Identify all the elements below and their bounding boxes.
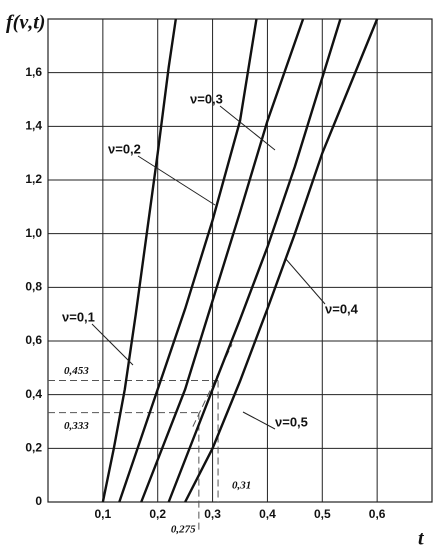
series-label: ν=0,1 — [62, 309, 95, 324]
leader-line — [242, 411, 276, 430]
y-tick-label: 1,0 — [25, 226, 42, 240]
guide-curve — [192, 344, 233, 427]
series-label: ν=0,2 — [108, 141, 141, 156]
series-label: ν=0,5 — [275, 414, 308, 429]
x-tick-label: 0,1 — [95, 507, 112, 521]
y-tick-label: 0,4 — [25, 387, 42, 401]
y-tick-label: 0,6 — [25, 333, 42, 347]
y-axis-label: f(ν,t) — [6, 12, 45, 34]
y-tick-label: 1,4 — [25, 119, 42, 133]
annotation-label: 0,333 — [64, 420, 89, 432]
leader-line — [284, 257, 326, 305]
curve — [167, 18, 342, 503]
x-tick-label: 0,5 — [314, 507, 331, 521]
annotation-label: 0,453 — [64, 365, 89, 377]
y-tick-label: 1,2 — [25, 172, 42, 186]
annotation-label: 0,31 — [232, 480, 251, 492]
curve — [118, 18, 258, 503]
x-tick-label: 0,3 — [204, 507, 221, 521]
y-tick-label: 0,8 — [25, 280, 42, 294]
y-tick-label: 0 — [35, 494, 42, 508]
leader-line — [219, 105, 276, 151]
y-tick-label: 1,6 — [25, 65, 42, 79]
y-tick-label: 0,2 — [25, 441, 42, 455]
annotation-label: 0,275 — [171, 524, 196, 536]
curve — [184, 18, 379, 503]
plot-frame — [47, 18, 433, 503]
curve — [101, 18, 178, 503]
x-axis-label: t — [418, 528, 425, 550]
x-tick-label: 0,4 — [259, 507, 276, 521]
leader-line — [137, 155, 216, 206]
curve — [140, 18, 305, 503]
series-label: ν=0,4 — [325, 301, 359, 316]
x-tick-label: 0,2 — [149, 507, 166, 521]
leader-line — [91, 323, 134, 366]
x-tick-label: 0,6 — [369, 507, 386, 521]
series-label: ν=0,3 — [190, 91, 223, 106]
